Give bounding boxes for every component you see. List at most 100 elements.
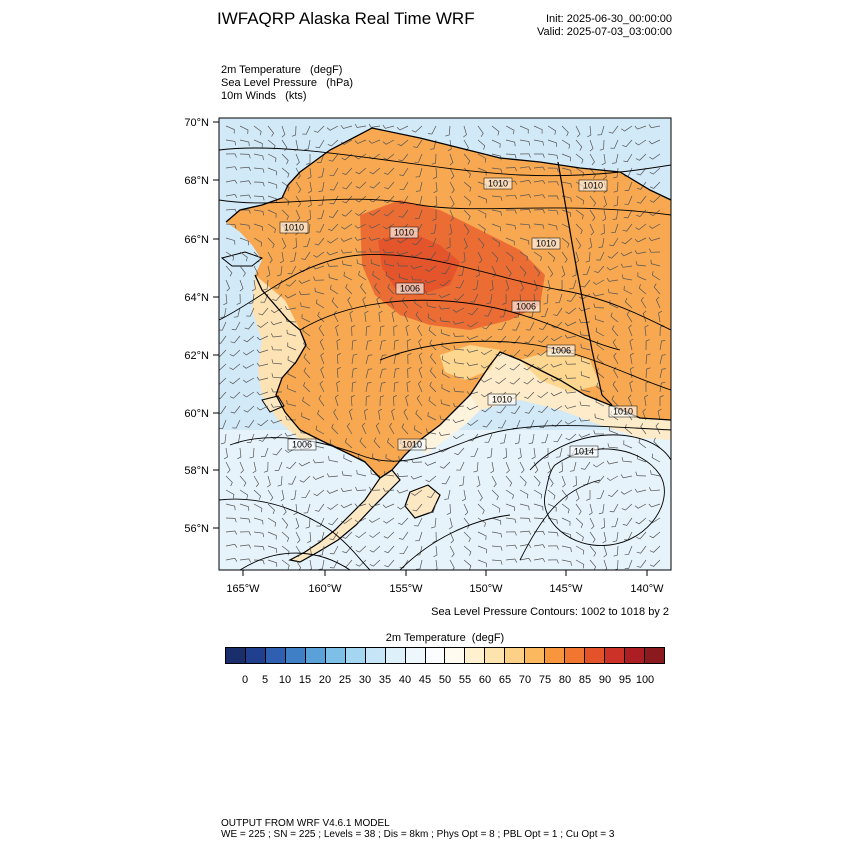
wind-barb	[396, 125, 409, 131]
field-winds: 10m Winds (kts)	[221, 90, 307, 102]
wind-barb	[626, 310, 633, 323]
wind-barb	[463, 503, 469, 516]
wind-barb	[519, 461, 525, 474]
wind-barb	[463, 153, 471, 165]
wind-barb	[449, 209, 454, 222]
wind-barb	[290, 251, 297, 262]
wind-barb	[607, 443, 619, 449]
wind-barb	[287, 342, 297, 351]
wind-barb	[606, 265, 619, 271]
wind-barb	[652, 271, 661, 281]
wind-barb	[301, 489, 311, 499]
wind-barb	[466, 348, 479, 353]
wind-barb	[355, 486, 367, 491]
colorbar-label: 60	[478, 674, 492, 686]
wind-barb	[558, 461, 563, 474]
wind-barb	[267, 125, 275, 137]
wind-barb	[295, 181, 302, 194]
wind-barb	[441, 265, 451, 275]
wind-barb	[398, 273, 409, 281]
wind-barb	[340, 139, 353, 145]
wind-barb	[326, 473, 339, 478]
wind-barb	[424, 279, 437, 284]
wind-barb	[298, 461, 311, 467]
wind-barb	[341, 223, 353, 230]
wind-barb	[347, 296, 353, 309]
wind-barb	[298, 279, 311, 284]
wind-barb	[463, 531, 471, 543]
wind-barb	[281, 139, 288, 152]
wind-barb	[303, 503, 311, 514]
wind-barb	[611, 325, 619, 337]
wind-barb	[645, 367, 651, 379]
wind-barb	[242, 363, 255, 369]
wind-barb	[564, 334, 577, 339]
wind-barb	[438, 293, 451, 299]
wind-barb	[239, 461, 244, 474]
wind-barb	[453, 345, 465, 351]
wind-barb	[225, 223, 237, 229]
wind-barb	[433, 545, 438, 558]
colorbar-label: 10	[278, 674, 292, 686]
coastline	[225, 127, 671, 479]
wind-barb	[244, 321, 255, 330]
wind-barb	[621, 125, 633, 132]
wind-barb	[550, 335, 563, 342]
wind-barb	[533, 517, 545, 523]
wind-barb	[519, 279, 524, 292]
wind-barb	[565, 360, 577, 365]
wind-barb	[284, 432, 297, 437]
wind-barb	[267, 531, 277, 540]
wind-barb	[242, 349, 255, 356]
wind-barb	[281, 559, 290, 570]
wind-barb	[592, 461, 605, 468]
colorbar-label: 0	[241, 674, 249, 686]
wind-barb	[316, 153, 325, 163]
wind-barb	[341, 209, 353, 217]
wind-barb	[642, 408, 647, 421]
wind-barb	[524, 405, 535, 414]
svg-text:1010: 1010	[394, 228, 414, 238]
colorbar-swatch	[625, 648, 646, 663]
wind-barb	[391, 310, 396, 323]
wind-barb	[271, 359, 283, 365]
wind-barb	[463, 559, 472, 570]
wind-barb	[449, 531, 455, 544]
wind-barb	[491, 153, 502, 161]
wind-barb	[368, 503, 381, 508]
wind-barb	[281, 167, 290, 178]
wind-barb	[569, 279, 577, 290]
wind-barb	[354, 223, 367, 229]
wind-barb	[295, 195, 302, 208]
wind-barb	[644, 324, 649, 337]
wind-barb	[253, 265, 259, 278]
colorbar-swatch	[425, 648, 446, 663]
model-footer: OUTPUT FROM WRF V4.6.1 MODEL WE = 225 ; …	[221, 818, 614, 840]
wind-barb	[452, 403, 465, 408]
wind-barb	[427, 313, 437, 323]
wind-barb	[466, 376, 479, 381]
wind-barb	[351, 339, 357, 351]
wind-barb	[649, 153, 661, 160]
wind-barb	[370, 259, 381, 267]
wind-barb	[620, 263, 633, 268]
wind-barb	[386, 437, 395, 449]
wind-barb	[384, 559, 395, 568]
colorbar-label: 85	[578, 674, 592, 686]
wind-barb	[317, 209, 325, 220]
lon-tick-label: 160°W	[308, 583, 342, 595]
wind-barb	[523, 377, 535, 385]
wind-barb	[393, 367, 400, 379]
wind-barb	[541, 433, 549, 444]
wind-barb	[461, 251, 466, 264]
wind-barb	[368, 236, 381, 241]
wind-barb	[491, 139, 501, 148]
wind-barb	[659, 339, 666, 351]
wind-barb	[340, 237, 353, 242]
wind-barb	[313, 276, 325, 281]
wind-barb	[317, 531, 325, 542]
wind-barb	[307, 195, 312, 208]
wind-barb	[341, 153, 353, 161]
wind-barb	[536, 363, 549, 370]
wind-barb	[612, 380, 619, 393]
